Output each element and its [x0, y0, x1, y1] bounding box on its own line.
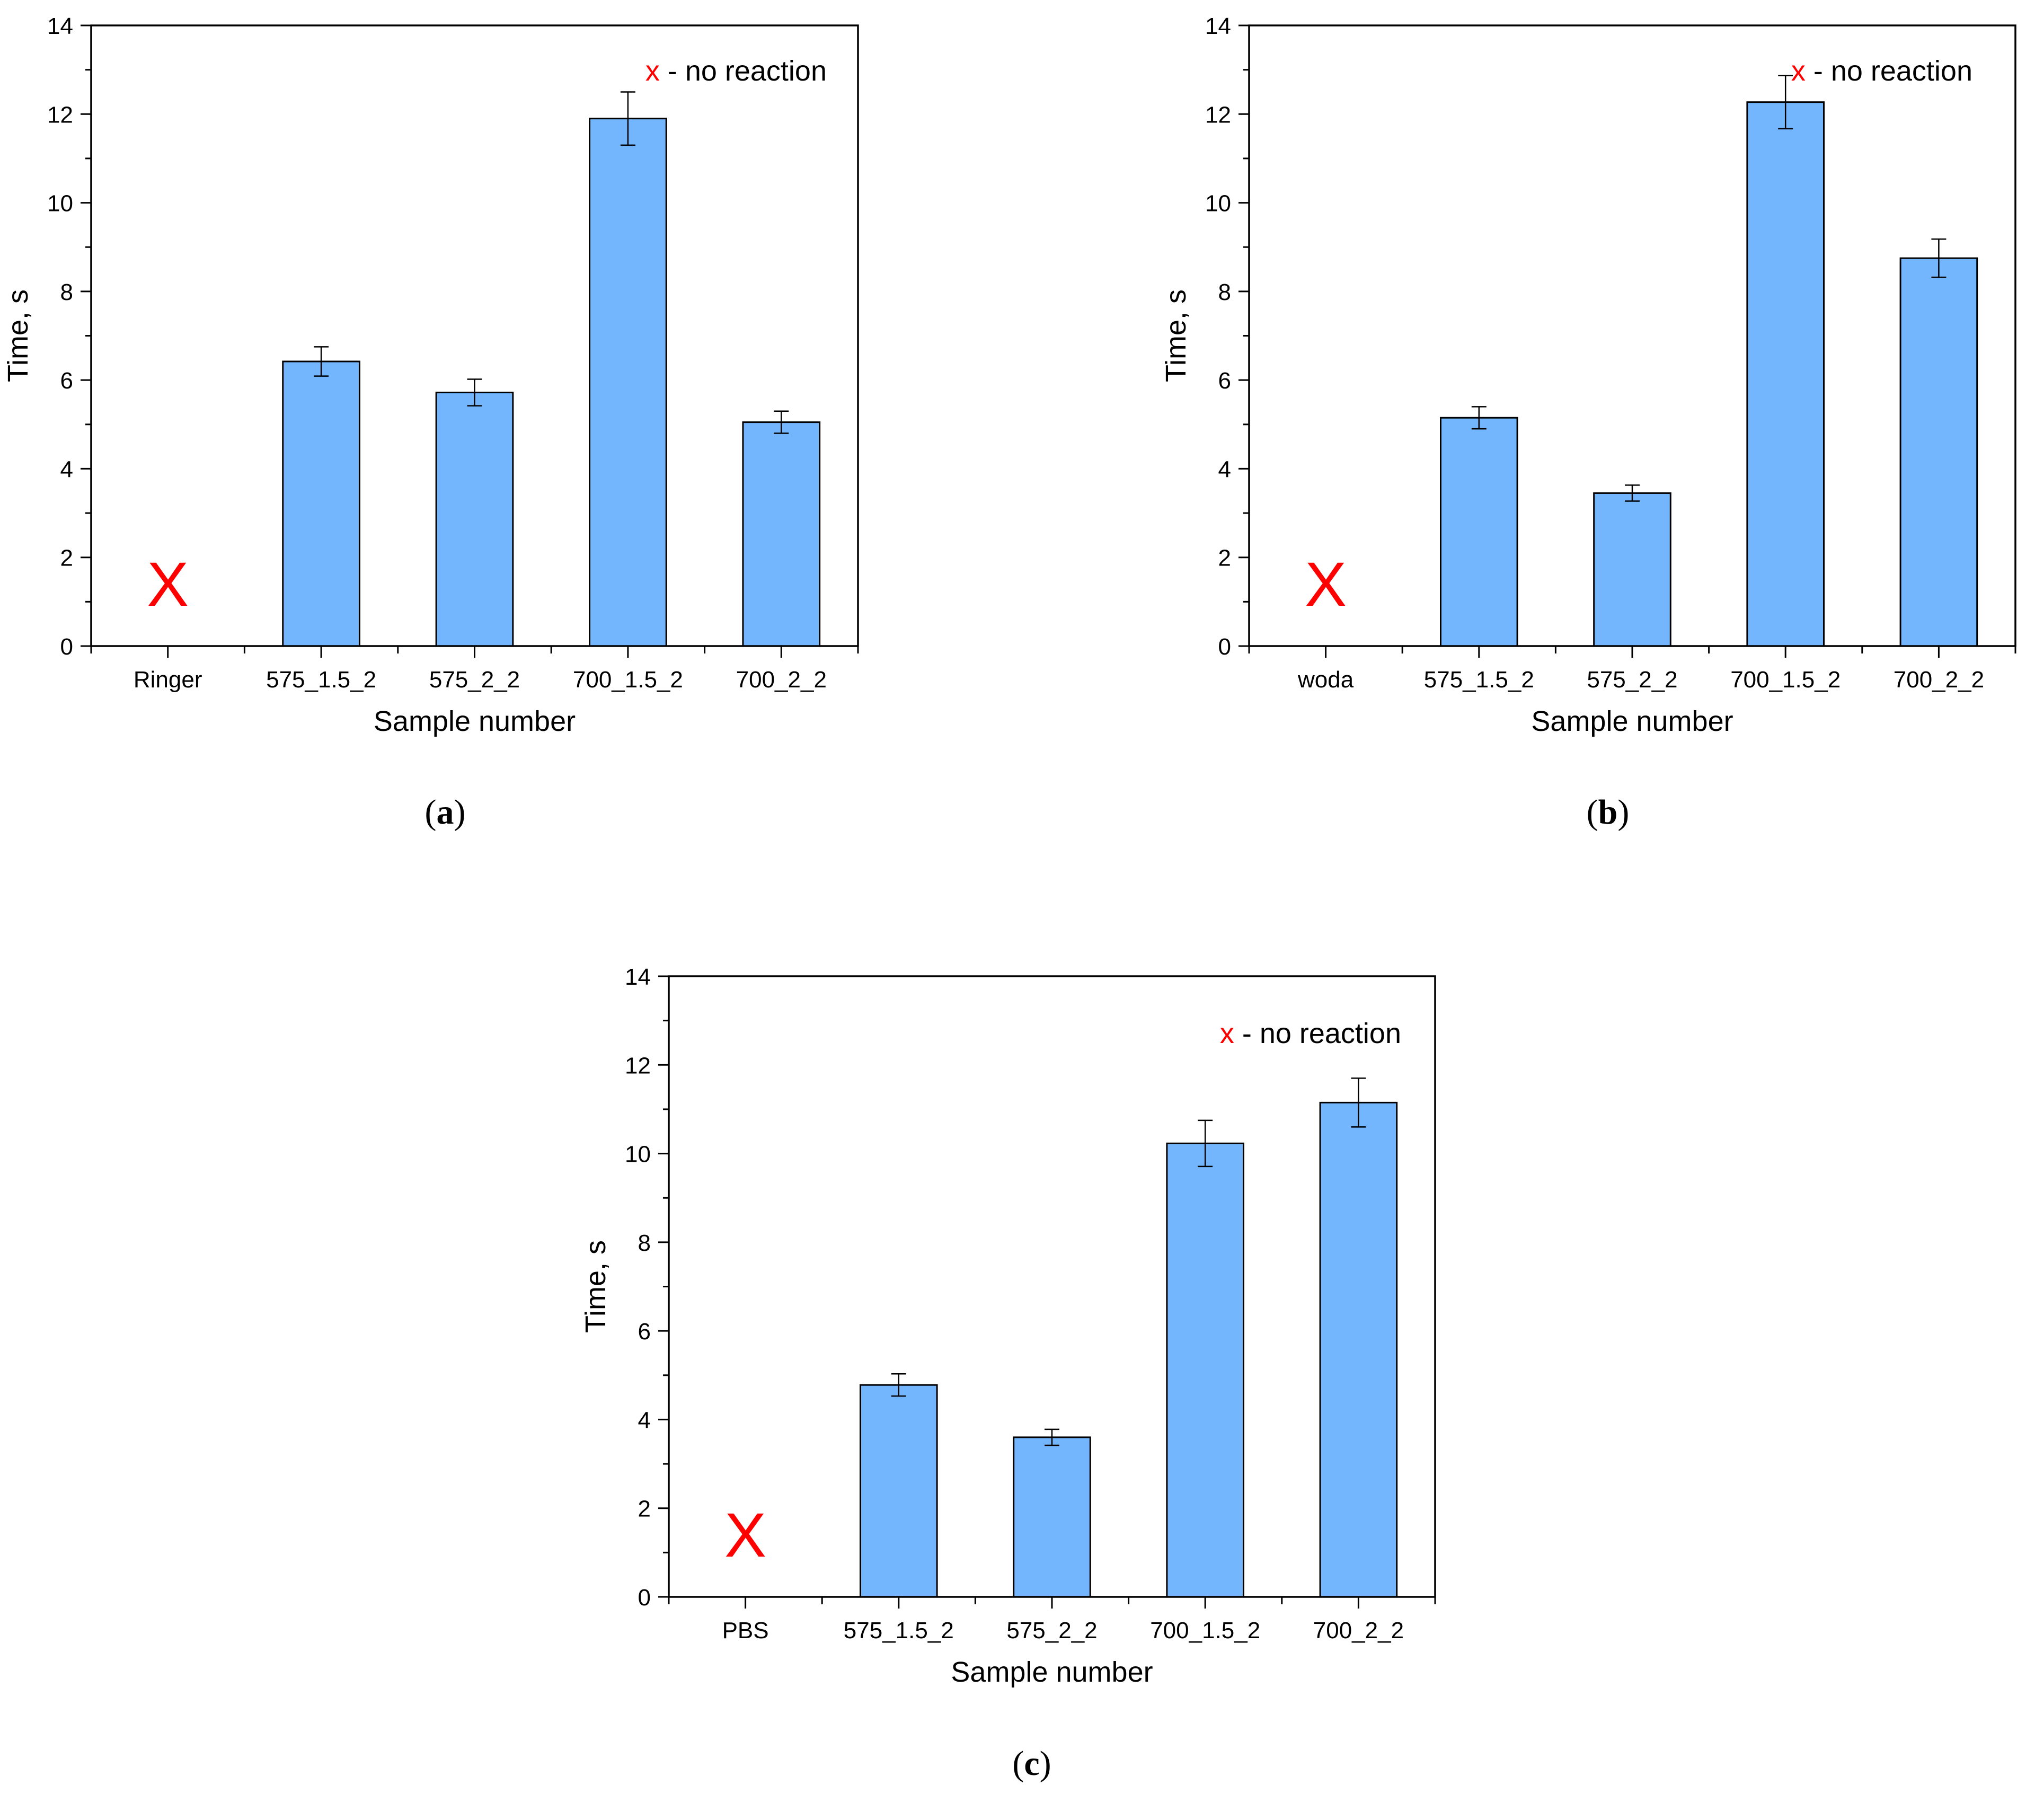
annotation-marker: x — [1220, 1018, 1234, 1049]
bar — [860, 1384, 938, 1598]
x-tick-label: woda — [1297, 667, 1354, 693]
y-tick-label: 14 — [1205, 13, 1231, 39]
y-axis-title: Time, s — [1160, 289, 1192, 382]
error-bar — [1625, 484, 1640, 502]
x-axis-title: Sample number — [951, 1656, 1153, 1688]
annotation-text: - no reaction — [660, 55, 827, 87]
x-tick-label: 700_2_2 — [736, 667, 827, 693]
y-tick-label: 0 — [1218, 634, 1231, 660]
annotation-marker: x — [1791, 55, 1806, 87]
x-axis-title: Sample number — [1531, 705, 1733, 737]
error-bar — [314, 346, 329, 377]
error-bar — [620, 91, 635, 146]
x-tick-label: 700_1.5_2 — [573, 667, 683, 693]
x-tick-label: 575_2_2 — [1587, 667, 1677, 693]
panel-label-c: (c) — [1012, 1744, 1051, 1783]
y-tick-label: 10 — [625, 1142, 651, 1168]
y-tick-label: 6 — [1218, 368, 1231, 394]
bar — [435, 392, 514, 647]
annotation-marker: x — [645, 55, 660, 87]
y-tick-label: 14 — [47, 13, 73, 39]
x-tick-label: 700_1.5_2 — [1730, 667, 1841, 693]
chart-content: X 0 2 4 6 8 10 12 14 PBS 575_1.5_2 575_2_2 700_1.5_2… — [580, 964, 1436, 1688]
annotation-text: - no reaction — [1234, 1018, 1401, 1049]
bar — [1166, 1142, 1244, 1598]
no-reaction-marker: X — [724, 1500, 766, 1570]
panel-label-b: (b) — [1586, 793, 1630, 832]
y-tick-label: 14 — [625, 964, 651, 990]
panel-label-a: (a) — [424, 793, 466, 832]
error-bar — [1045, 1428, 1059, 1446]
x-tick-label: 575_1.5_2 — [266, 667, 376, 693]
y-tick-label: 8 — [60, 279, 73, 305]
error-bar — [774, 410, 789, 434]
error-bar — [1778, 75, 1793, 130]
y-tick-label: 6 — [638, 1319, 651, 1345]
x-tick-label: 700_2_2 — [1313, 1618, 1404, 1644]
error-bar — [1198, 1119, 1213, 1168]
error-bar — [1351, 1077, 1366, 1128]
y-tick-label: 12 — [1205, 102, 1231, 128]
x-tick-label: PBS — [722, 1618, 769, 1644]
legend-annotation: x - no reaction — [645, 55, 827, 87]
y-tick-label: 0 — [638, 1585, 651, 1611]
y-tick-label: 12 — [625, 1053, 651, 1079]
y-tick-label: 8 — [638, 1230, 651, 1256]
y-tick-label: 10 — [47, 191, 73, 217]
x-tick-label: 700_1.5_2 — [1150, 1618, 1260, 1644]
y-tick-label: 2 — [638, 1496, 651, 1522]
x-tick-label: 575_2_2 — [429, 667, 520, 693]
y-tick-label: 2 — [1218, 545, 1231, 571]
y-tick-label: 12 — [47, 102, 73, 128]
error-bar — [1931, 238, 1947, 278]
chart-content: X 0 2 4 6 8 10 12 14 woda 575_1.5_2 575_2_2 700_1.5_… — [1160, 13, 2016, 737]
y-tick-label: 0 — [60, 634, 73, 660]
y-axis-title: Time, s — [580, 1240, 612, 1333]
error-bar — [891, 1373, 906, 1397]
y-tick-label: 8 — [1218, 279, 1231, 305]
no-reaction-marker: X — [1305, 550, 1347, 620]
x-tick-label: 575_1.5_2 — [844, 1618, 954, 1644]
no-reaction-marker: X — [147, 550, 189, 620]
y-tick-label: 4 — [1218, 456, 1231, 482]
x-tick-label: 575_2_2 — [1006, 1618, 1097, 1644]
annotation-text: - no reaction — [1806, 55, 1972, 87]
legend-annotation: x - no reaction — [1220, 1018, 1401, 1049]
y-tick-label: 6 — [60, 368, 73, 394]
y-tick-label: 10 — [1205, 191, 1231, 217]
error-bar — [1471, 406, 1487, 430]
x-tick-label: 700_2_2 — [1894, 667, 1984, 693]
y-tick-label: 2 — [60, 545, 73, 571]
y-tick-label: 4 — [638, 1407, 651, 1433]
y-tick-label: 4 — [60, 456, 73, 482]
x-axis-title: Sample number — [374, 705, 576, 737]
bar — [1440, 417, 1518, 647]
bar — [1319, 1101, 1398, 1598]
x-tick-label: 575_1.5_2 — [1424, 667, 1534, 693]
y-axis-title: Time, s — [2, 289, 34, 382]
bar — [1013, 1436, 1091, 1598]
x-tick-label: Ringer — [134, 667, 202, 693]
bar — [282, 360, 360, 647]
chart-content: X 0 2 4 6 8 10 12 14 Ringer 575_1.5_2 575_2_2 700_1.… — [2, 13, 859, 737]
error-bar — [467, 378, 482, 407]
legend-annotation: x - no reaction — [1791, 55, 1972, 87]
